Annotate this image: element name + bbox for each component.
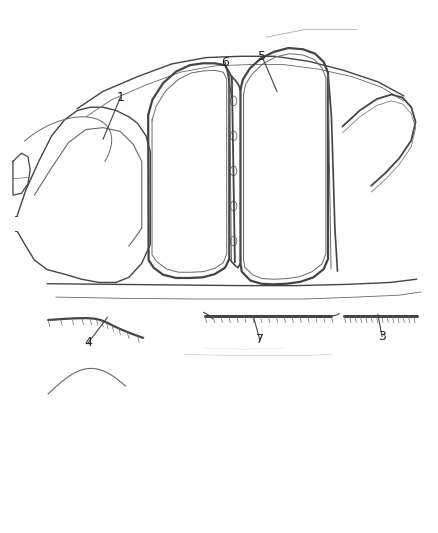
Text: 1: 1 (117, 91, 124, 104)
Text: 5: 5 (258, 50, 266, 63)
Text: 3: 3 (378, 330, 386, 343)
Text: 4: 4 (84, 336, 92, 350)
Text: 7: 7 (256, 333, 264, 346)
Text: 6: 6 (222, 56, 230, 69)
